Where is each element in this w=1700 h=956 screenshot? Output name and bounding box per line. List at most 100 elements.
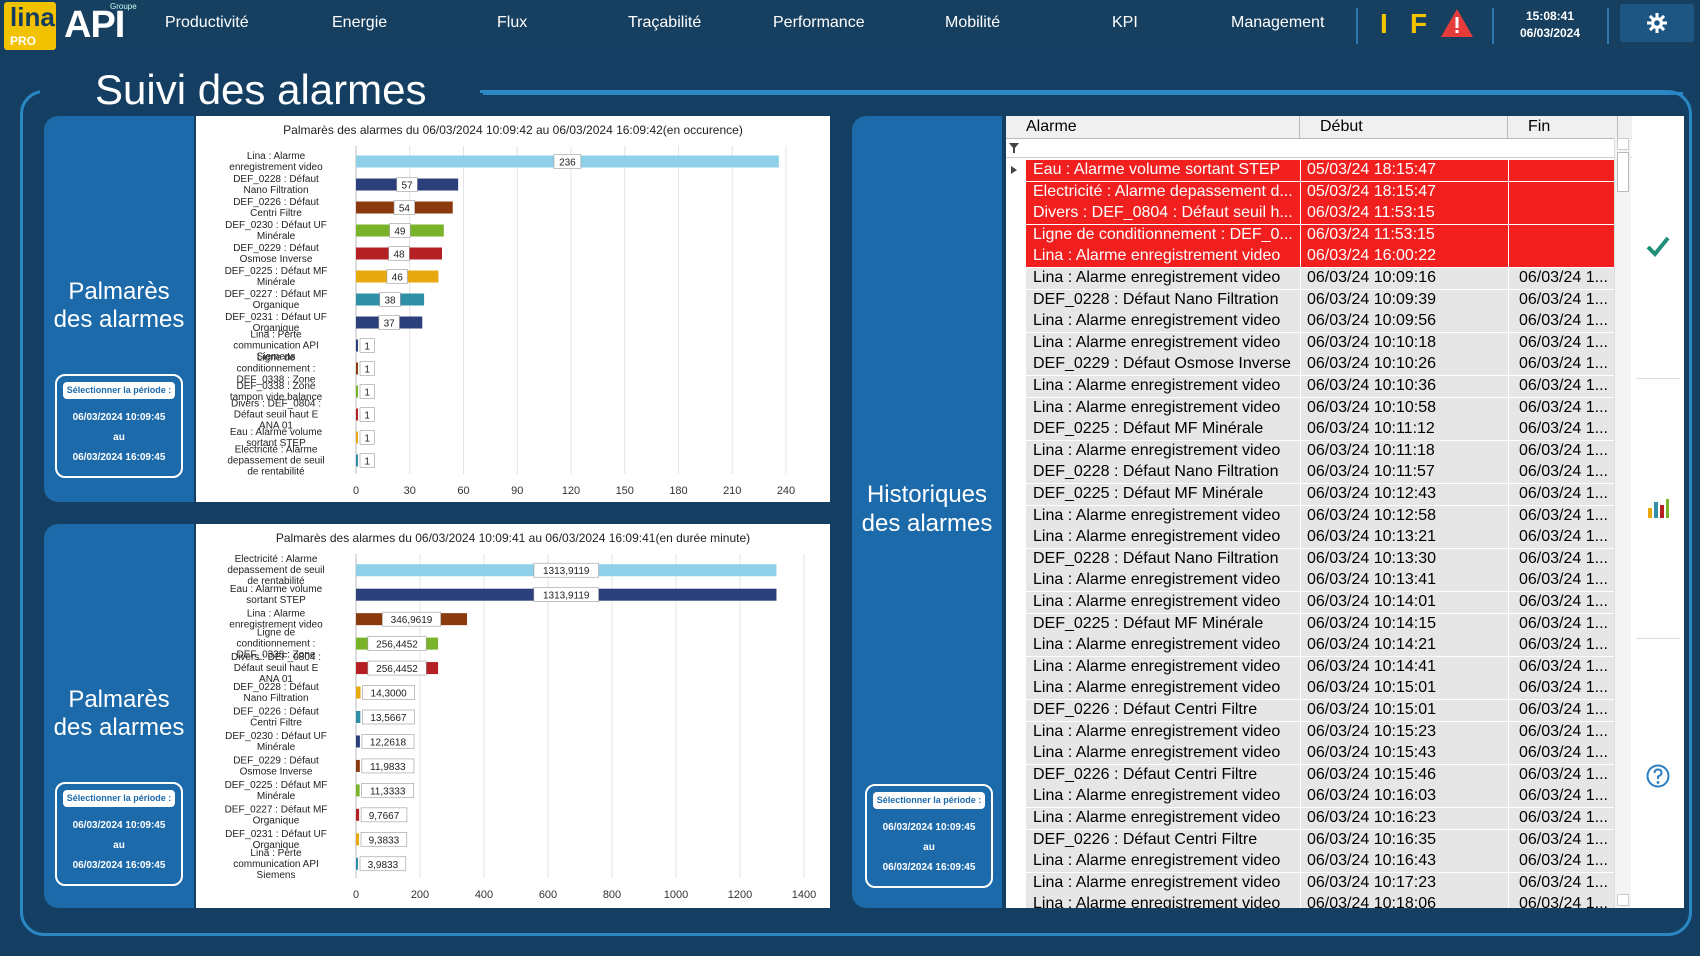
period-selector[interactable]: Sélectionner la période : 06/03/2024 10:… xyxy=(865,784,993,888)
cell-fin: 06/03/24 1... xyxy=(1519,571,1608,589)
table-row[interactable]: Lina : Alarme enregistrement video 06/03/… xyxy=(1026,656,1614,678)
period-to: 06/03/2024 16:09:45 xyxy=(72,452,166,463)
status-i-indicator[interactable]: I xyxy=(1380,8,1388,39)
bar-group: 54 xyxy=(356,200,453,215)
table-row[interactable]: DEF_0226 : Défaut Centri Filtre 06/03/24 … xyxy=(1026,700,1614,721)
filter-icon[interactable] xyxy=(1009,143,1019,153)
bar-group: 346,9619 xyxy=(356,611,468,627)
x-tick-label: 0 xyxy=(353,889,359,901)
bar-chart-icon[interactable] xyxy=(1646,496,1670,520)
checkmark-icon[interactable] xyxy=(1646,234,1670,258)
table-row[interactable]: Lina : Alarme enregistrement video 06/03/… xyxy=(1026,332,1614,354)
warning-icon[interactable] xyxy=(1440,8,1474,43)
grid-scrollbar[interactable] xyxy=(1614,138,1631,908)
cell-alarme: Lina : Alarme enregistrement video xyxy=(1033,657,1281,675)
nav-productivite[interactable]: Productivité xyxy=(165,14,249,31)
cell-fin: 06/03/24 1... xyxy=(1519,852,1608,870)
scroll-up-button[interactable] xyxy=(1617,138,1629,150)
cell-alarme: DEF_0229 : Défaut Osmose Inverse xyxy=(1033,355,1291,373)
table-row[interactable]: DEF_0226 : Défaut Centri Filtre 06/03/24 … xyxy=(1026,764,1614,786)
table-row[interactable]: DEF_0226 : Défaut Centri Filtre 06/03/24 … xyxy=(1026,829,1614,851)
value-label: 1 xyxy=(364,388,370,399)
select-period-button[interactable]: Sélectionner la période : xyxy=(63,790,175,807)
status-f-indicator[interactable]: F xyxy=(1410,8,1428,39)
table-row[interactable]: Lina : Alarme enregistrement video 06/03/… xyxy=(1026,808,1614,829)
table-row[interactable]: Lina : Alarme enregistrement video 06/03/… xyxy=(1026,851,1614,873)
table-row[interactable]: Lina : Alarme enregistrement video 06/03/… xyxy=(1026,246,1614,268)
column-header-alarme[interactable]: Alarme xyxy=(1006,116,1300,138)
cell-debut: 06/03/24 10:16:03 xyxy=(1307,787,1437,805)
table-row[interactable]: Eau : Alarme volume sortant STEP 05/03/24… xyxy=(1026,160,1614,181)
table-row[interactable]: Lina : Alarme enregistrement video 06/03/… xyxy=(1026,397,1614,419)
nav-mobilite[interactable]: Mobilité xyxy=(945,14,1001,31)
cell-debut: 06/03/24 10:09:16 xyxy=(1307,269,1437,286)
table-row[interactable]: Lina : Alarme enregistrement video 06/03/… xyxy=(1026,440,1614,462)
nav-kpi[interactable]: KPI xyxy=(1112,14,1138,31)
table-row[interactable]: DEF_0225 : Défaut MF Minérale 06/03/24 10… xyxy=(1026,419,1614,441)
category-label: Divers : DEF_0804 : Défaut seuil haut E AN… xyxy=(231,652,321,685)
table-row[interactable]: Ligne de conditionnement : DEF_0... 06/03… xyxy=(1026,224,1614,246)
nav-performance[interactable]: Performance xyxy=(773,14,865,31)
hist-label-line2: des alarmes xyxy=(861,510,993,537)
category-label: Eau : Alarme volume sortant STEP xyxy=(230,584,323,606)
cell-fin: 06/03/24 1... xyxy=(1519,463,1608,481)
value-label: 256,4452 xyxy=(376,664,418,675)
bar-group: 1 xyxy=(356,407,375,422)
table-row[interactable]: Lina : Alarme enregistrement video 06/03/… xyxy=(1026,635,1614,657)
cell-debut: 06/03/24 10:14:15 xyxy=(1307,614,1437,632)
nav-flux[interactable]: Flux xyxy=(497,14,528,31)
cell-fin: 06/03/24 1... xyxy=(1519,398,1608,416)
x-tick-label: 1000 xyxy=(664,889,688,901)
x-tick-label: 600 xyxy=(539,889,557,901)
value-label-box xyxy=(367,660,427,676)
settings-button[interactable] xyxy=(1620,4,1694,42)
nav-tracabilite[interactable]: Traçabilité xyxy=(628,14,702,31)
table-row[interactable]: Lina : Alarme enregistrement video 06/03/… xyxy=(1026,570,1614,592)
historique-panel: Historiques des alarmes Sélectionner la … xyxy=(852,116,1002,908)
filter-row[interactable] xyxy=(1006,139,1632,158)
scroll-thumb[interactable] xyxy=(1617,152,1629,192)
period-to: 06/03/2024 16:09:45 xyxy=(72,860,166,871)
column-header-debut[interactable]: Début xyxy=(1300,116,1508,138)
help-icon[interactable] xyxy=(1646,764,1670,788)
table-row[interactable]: Electricité : Alarme depassement d... 05/… xyxy=(1026,181,1614,203)
cell-debut: 06/03/24 10:09:39 xyxy=(1307,290,1437,308)
table-row[interactable]: DEF_0229 : Défaut Osmose Inverse 06/03/24… xyxy=(1026,354,1614,376)
value-label: 48 xyxy=(393,250,405,261)
cell-alarme: Lina : Alarme enregistrement video xyxy=(1033,852,1281,870)
select-period-button[interactable]: Sélectionner la période : xyxy=(63,382,175,399)
nav-energie[interactable]: Energie xyxy=(332,14,388,31)
value-label: 11,3333 xyxy=(370,786,406,797)
nav-management[interactable]: Management xyxy=(1231,14,1325,31)
table-row[interactable]: Lina : Alarme enregistrement video 06/03/… xyxy=(1026,786,1614,808)
period-selector[interactable]: Sélectionner la période : 06/03/2024 10:… xyxy=(55,374,183,478)
alarm-history-grid[interactable]: Alarme Début Fin Eau : Alarme volume sor… xyxy=(1006,116,1632,908)
select-period-button[interactable]: Sélectionner la période : xyxy=(873,792,985,809)
cell-debut: 06/03/24 10:18:06 xyxy=(1307,895,1437,908)
scroll-down-button[interactable] xyxy=(1617,894,1629,906)
table-row[interactable]: DEF_0225 : Défaut MF Minérale 06/03/24 10… xyxy=(1026,613,1614,635)
table-row[interactable]: Lina : Alarme enregistrement video 06/03/… xyxy=(1026,894,1614,908)
table-row[interactable]: Lina : Alarme enregistrement video 06/03/… xyxy=(1026,743,1614,765)
table-row[interactable]: Lina : Alarme enregistrement video 06/03/… xyxy=(1026,268,1614,289)
table-row[interactable]: Lina : Alarme enregistrement video 06/03/… xyxy=(1026,505,1614,527)
table-row[interactable]: DEF_0228 : Défaut Nano Filtration 06/03/2… xyxy=(1026,289,1614,311)
table-row[interactable]: DEF_0228 : Défaut Nano Filtration 06/03/2… xyxy=(1026,548,1614,570)
value-label-box xyxy=(360,807,408,823)
x-tick-label: 400 xyxy=(475,889,493,901)
table-row[interactable]: DEF_0225 : Défaut MF Minérale 06/03/24 10… xyxy=(1026,484,1614,505)
period-selector[interactable]: Sélectionner la période : 06/03/2024 10:… xyxy=(55,782,183,886)
column-header-fin[interactable]: Fin xyxy=(1508,116,1618,138)
cell-debut: 06/03/24 10:11:18 xyxy=(1307,441,1435,459)
table-row[interactable]: Lina : Alarme enregistrement video 06/03/… xyxy=(1026,311,1614,333)
table-row[interactable]: Lina : Alarme enregistrement video 06/03/… xyxy=(1026,592,1614,613)
chart-occurrence-svg: Palmarès des alarmes du 06/03/2024 10:09… xyxy=(225,123,796,497)
table-row[interactable]: Lina : Alarme enregistrement video 06/03/… xyxy=(1026,527,1614,549)
table-row[interactable]: DEF_0228 : Défaut Nano Filtration 06/03/2… xyxy=(1026,462,1614,484)
table-row[interactable]: Lina : Alarme enregistrement video 06/03/… xyxy=(1026,721,1614,743)
table-row[interactable]: Divers : DEF_0804 : Défaut seuil h... 06/… xyxy=(1026,203,1614,225)
bar-group: 1 xyxy=(356,384,375,399)
table-row[interactable]: Lina : Alarme enregistrement video 06/03/… xyxy=(1026,376,1614,397)
table-row[interactable]: Lina : Alarme enregistrement video 06/03/… xyxy=(1026,872,1614,894)
table-row[interactable]: Lina : Alarme enregistrement video 06/03/… xyxy=(1026,678,1614,700)
